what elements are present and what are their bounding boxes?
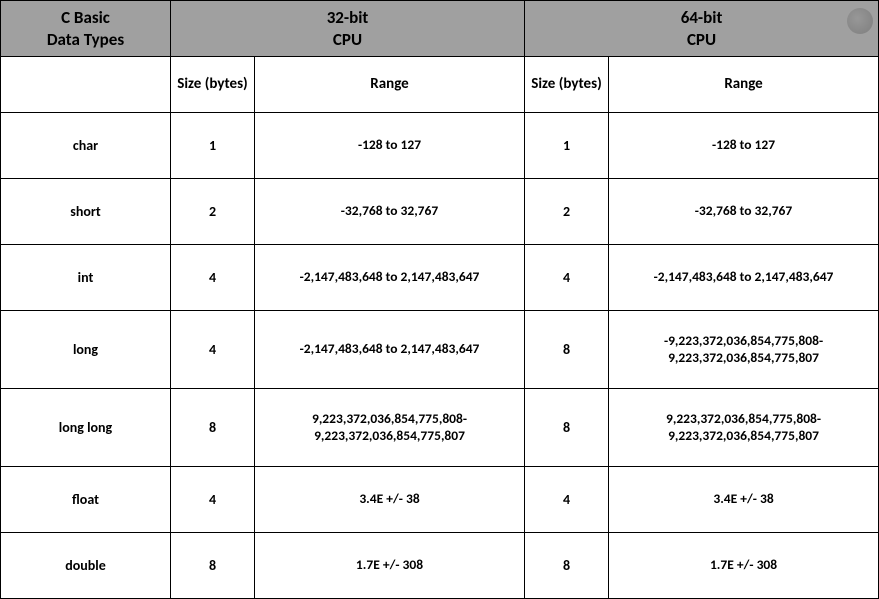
cell-range32: -32,768 to 32,767 bbox=[255, 179, 525, 245]
cell-range32: -128 to 127 bbox=[255, 113, 525, 179]
table-row: float 4 3.4E +/- 38 4 3.4E +/- 38 bbox=[1, 467, 879, 533]
table-row: int 4 -2,147,483,648 to 2,147,483,647 4 … bbox=[1, 245, 879, 311]
cell-range64: 3.4E +/- 38 bbox=[609, 467, 879, 533]
subheader-size32-l1: Size bbox=[177, 75, 201, 93]
header-32bit-l1: 32-bit bbox=[175, 7, 520, 28]
cell-range64: -2,147,483,648 to 2,147,483,647 bbox=[609, 245, 879, 311]
cell-size32: 4 bbox=[171, 311, 255, 389]
cell-size32: 4 bbox=[171, 467, 255, 533]
cell-size32: 8 bbox=[171, 533, 255, 599]
subheader-blank bbox=[1, 57, 171, 113]
header-32bit-l2: CPU bbox=[175, 29, 520, 50]
subheader-size64-l2: (bytes) bbox=[559, 75, 602, 93]
cell-type: long bbox=[1, 311, 171, 389]
cell-range32: 1.7E +/- 308 bbox=[255, 533, 525, 599]
cell-size64: 8 bbox=[525, 311, 609, 389]
cell-type: long long bbox=[1, 389, 171, 467]
cell-range32: -2,147,483,648 to 2,147,483,647 bbox=[255, 245, 525, 311]
cell-range32: 9,223,372,036,854,775,808-9,223,372,036,… bbox=[255, 389, 525, 467]
table-row: short 2 -32,768 to 32,767 2 -32,768 to 3… bbox=[1, 179, 879, 245]
cell-range32: -2,147,483,648 to 2,147,483,647 bbox=[255, 311, 525, 389]
cell-range64: -32,768 to 32,767 bbox=[609, 179, 879, 245]
cell-size64: 4 bbox=[525, 467, 609, 533]
cell-size64: 8 bbox=[525, 533, 609, 599]
subheader-size64-l1: Size bbox=[531, 75, 555, 93]
table-row: double 8 1.7E +/- 308 8 1.7E +/- 308 bbox=[1, 533, 879, 599]
subheader-range64: Range bbox=[609, 57, 879, 113]
header-32bit: 32-bit CPU bbox=[171, 1, 525, 57]
header-type-l2: Data Types bbox=[5, 29, 166, 50]
datatypes-table: C Basic Data Types 32-bit CPU 64-bit CPU… bbox=[0, 0, 879, 599]
header-64bit-l2: CPU bbox=[529, 29, 874, 50]
header-type-l1: C Basic bbox=[5, 7, 166, 28]
cell-range64: -9,223,372,036,854,775,808-9,223,372,036… bbox=[609, 311, 879, 389]
header-64bit: 64-bit CPU bbox=[525, 1, 879, 57]
cell-size32: 2 bbox=[171, 179, 255, 245]
cell-type: double bbox=[1, 533, 171, 599]
cell-size32: 8 bbox=[171, 389, 255, 467]
header-type: C Basic Data Types bbox=[1, 1, 171, 57]
subheader-size32-l2: (bytes) bbox=[205, 75, 248, 93]
cell-size32: 4 bbox=[171, 245, 255, 311]
cell-type: float bbox=[1, 467, 171, 533]
cell-size64: 1 bbox=[525, 113, 609, 179]
subheader-size32: Size (bytes) bbox=[171, 57, 255, 113]
datatypes-table-container: C Basic Data Types 32-bit CPU 64-bit CPU… bbox=[0, 0, 879, 599]
cell-type: int bbox=[1, 245, 171, 311]
cell-type: short bbox=[1, 179, 171, 245]
cell-range64: 9,223,372,036,854,775,808-9,223,372,036,… bbox=[609, 389, 879, 467]
cell-size64: 2 bbox=[525, 179, 609, 245]
table-body: char 1 -128 to 127 1 -128 to 127 short 2… bbox=[1, 113, 879, 599]
cell-size32: 1 bbox=[171, 113, 255, 179]
subheader-size64: Size (bytes) bbox=[525, 57, 609, 113]
cell-range64: -128 to 127 bbox=[609, 113, 879, 179]
cell-size64: 8 bbox=[525, 389, 609, 467]
table-row: long 4 -2,147,483,648 to 2,147,483,647 8… bbox=[1, 311, 879, 389]
cell-type: char bbox=[1, 113, 171, 179]
cell-range32: 3.4E +/- 38 bbox=[255, 467, 525, 533]
subheader-range32: Range bbox=[255, 57, 525, 113]
table-row: char 1 -128 to 127 1 -128 to 127 bbox=[1, 113, 879, 179]
cell-range64: 1.7E +/- 308 bbox=[609, 533, 879, 599]
table-row: long long 8 9,223,372,036,854,775,808-9,… bbox=[1, 389, 879, 467]
cell-size64: 4 bbox=[525, 245, 609, 311]
header-64bit-l1: 64-bit bbox=[529, 7, 874, 28]
